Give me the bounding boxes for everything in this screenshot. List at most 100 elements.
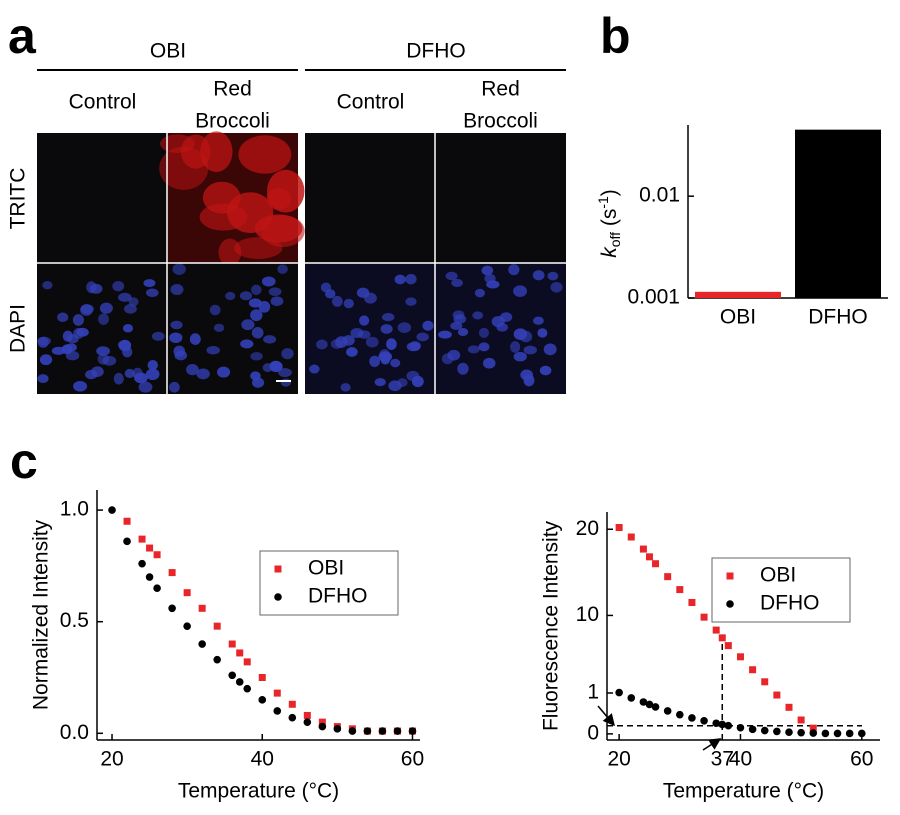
x-axis-label: Temperature (°C) [663,780,824,803]
point [318,718,326,726]
nucleus [342,335,355,346]
point [258,696,267,704]
nucleus [447,349,461,361]
point [168,569,176,577]
nucleus [537,328,548,338]
nucleus [143,279,156,288]
nucleus [170,284,184,296]
legend-marker [726,600,734,608]
point [645,553,653,561]
point [213,622,221,630]
point [797,716,805,724]
point [303,711,311,719]
point [809,729,818,737]
point [168,604,176,613]
panel-label: c [10,433,38,489]
point [318,722,327,731]
nucleus [374,378,386,387]
nucleus [513,351,527,362]
nucleus [206,346,220,355]
nucleus [386,338,397,350]
point [146,544,154,552]
point [785,703,793,711]
point [712,719,720,728]
point [785,728,793,737]
point [700,613,708,621]
panel-label: b [600,8,631,64]
nucleus [365,336,379,348]
point [724,721,733,730]
nucleus [472,311,484,320]
point [627,533,635,541]
nucleus [513,328,528,341]
nucleus [484,273,496,284]
nucleus [196,368,210,380]
y-tick-label: 0.01 [639,184,680,207]
nucleus [457,362,469,375]
nucleus [405,273,417,285]
point [378,727,387,735]
cell [227,192,274,233]
y-tick-label: 0.0 [60,721,89,744]
micrograph [167,263,298,394]
nucleus [61,344,73,355]
nucleus [73,381,88,392]
point [138,559,146,568]
y-tick-label: 20 [576,517,599,540]
point [288,700,296,708]
y-tick-label: 1.0 [60,498,89,521]
nucleus [186,363,199,376]
cell [160,134,195,153]
nucleus [248,298,262,308]
cell [238,135,292,174]
nucleus [513,285,527,297]
nucleus [189,333,201,345]
nucleus [118,339,132,352]
nucleus [147,360,159,371]
bar [695,291,781,298]
nucleus [422,320,434,331]
nucleus [481,265,494,276]
nucleus [478,342,490,352]
point [333,725,342,733]
point [718,634,726,642]
point [123,517,131,525]
point [183,589,191,597]
nucleus [381,313,395,322]
nucleus [42,280,53,290]
point [676,710,684,719]
point [676,586,684,594]
point [273,689,281,697]
y-tick-label: 0 [587,721,599,744]
nucleus [496,323,509,332]
nucleus [240,339,254,349]
x-tick-label: 60 [401,748,424,771]
point [393,727,402,735]
legend-marker [726,572,734,580]
nucleus [37,336,52,346]
nucleus [169,332,183,343]
nucleus [356,287,370,298]
nucleus [278,367,292,378]
x-tick-label: DFHO [808,306,868,329]
nucleus [397,322,412,333]
y-axis-label-part: (s [598,209,621,232]
nucleus [533,316,544,325]
legend-box [711,557,851,623]
x-tick-label: 40 [251,748,274,771]
point [153,584,161,593]
y-tick-label: 0.001 [627,286,680,309]
point [845,729,854,738]
point [243,658,251,666]
panel-label: a [8,8,37,64]
nucleus [510,341,521,353]
point [288,713,297,722]
nucleus [405,297,417,306]
point [663,707,672,715]
nucleus [80,304,93,316]
point [243,684,252,693]
point [645,700,654,709]
nucleus [277,264,288,274]
point [688,714,696,722]
y-axis-label-part: off [607,232,623,247]
